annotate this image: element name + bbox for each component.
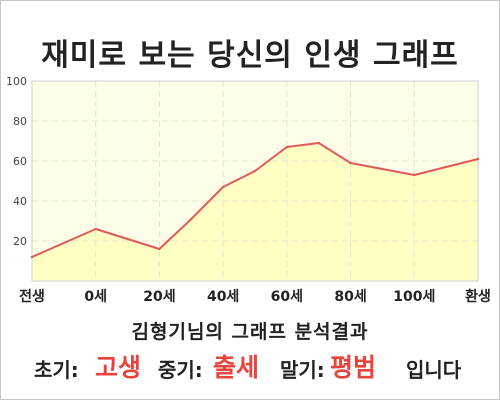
y-tick-label: 80 [13,115,27,128]
data-point [30,255,34,259]
x-tick-label: 60세 [271,289,303,305]
data-point [349,161,352,165]
data-point [190,217,193,221]
data-point [221,185,225,189]
series-line [31,142,479,258]
area-fill [32,143,478,281]
data-point [317,141,320,145]
middle-value: 출세 [213,353,260,382]
data-point [476,157,480,161]
x-tick-label: 전생 [19,288,45,305]
analysis-summary: 김형기님의 그래프 분석결과 [131,321,369,343]
plot-area: 20 40 60 80 100 전생 0세 20세 40세 60세 80세 100세 환생 [6,75,491,305]
plot-border [31,80,479,282]
x-tick-label: 환생 [465,288,491,305]
data-point [94,227,97,231]
ending-text: 입니다 [406,358,462,382]
late-label: 말기: [280,358,325,382]
data-point [413,173,416,177]
x-tick-label: 40세 [207,289,239,305]
early-value: 고생 [95,353,142,382]
x-tick-label: 100세 [393,289,435,305]
data-point [253,169,257,173]
x-tick-label: 80세 [334,289,366,305]
y-tick-label: 100 [6,75,27,88]
page-title: 재미로 보는 당신의 인생 그래프 [41,38,459,73]
data-point [285,145,289,149]
data-point [381,167,384,171]
y-tick-label: 40 [13,195,27,208]
late-value: 평범 [330,353,377,382]
early-label: 초기: [34,358,79,382]
x-tick-label: 20세 [143,289,175,305]
x-tick-label: 0세 [84,289,107,305]
y-tick-label: 60 [13,155,27,168]
middle-label: 중기: [158,358,203,382]
data-point [158,247,161,251]
data-point [126,237,129,241]
data-point [444,165,448,169]
y-tick-label: 20 [13,235,27,248]
